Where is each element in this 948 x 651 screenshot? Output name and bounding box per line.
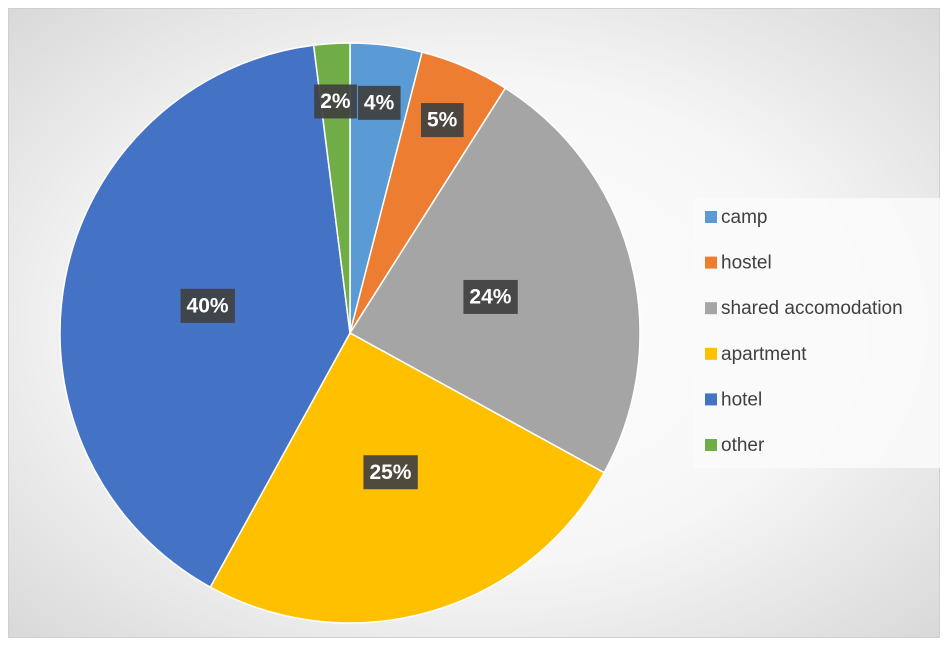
data-label-box (420, 103, 464, 138)
data-label-box (463, 279, 518, 314)
legend-swatch (705, 393, 717, 406)
data-labels: 4% 5% 24% 25% 40% 2% (180, 84, 518, 490)
data-label: 5% (427, 109, 458, 132)
legend-label: camp (721, 207, 767, 228)
data-label: 24% (469, 285, 511, 308)
legend: camp hostel shared accomodation apartment ho… (705, 207, 903, 456)
data-label-box (363, 455, 418, 490)
legend-label: shared accomodation (721, 298, 903, 319)
legend-swatch (705, 439, 717, 451)
legend-swatch (705, 302, 717, 315)
legend-swatch (705, 211, 717, 223)
data-label-box (314, 84, 357, 119)
data-label: 4% (364, 91, 395, 114)
legend-box (694, 198, 940, 468)
data-label-box (357, 85, 401, 120)
data-label: 25% (369, 461, 411, 484)
legend-label: hostel (721, 253, 772, 274)
data-label: 2% (320, 90, 351, 113)
legend-label: other (721, 435, 765, 456)
legend-swatch (705, 256, 717, 269)
data-label-box (180, 288, 235, 323)
legend-swatch (705, 347, 717, 360)
legend-label: apartment (721, 344, 807, 365)
legend-label: hotel (721, 389, 762, 410)
data-label: 40% (187, 294, 229, 317)
slices (59, 42, 641, 624)
